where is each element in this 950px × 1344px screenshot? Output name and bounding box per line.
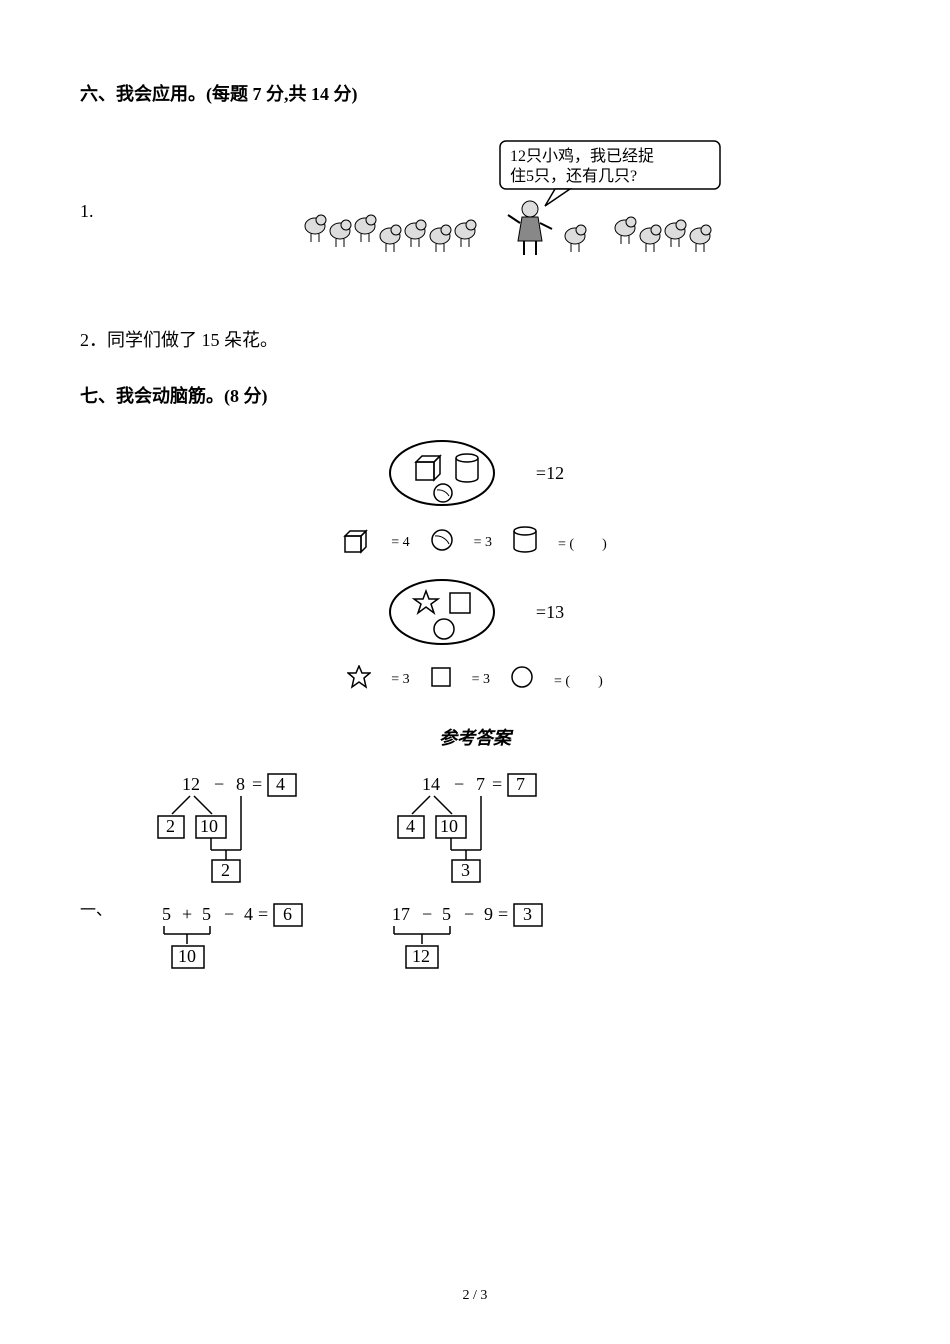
square-icon <box>430 666 452 693</box>
question-1: 1. 12只小鸡，我已经捉 住5只，还有几只? <box>80 136 870 286</box>
svg-text:4: 4 <box>406 816 415 836</box>
svg-text:=: = <box>258 904 268 924</box>
svg-text:3: 3 <box>461 860 470 880</box>
puzzle1-cube-eq: = 4 <box>391 535 409 551</box>
svg-text:=: = <box>498 904 508 924</box>
svg-text:17: 17 <box>392 904 410 924</box>
speech-line2: 住5只，还有几只? <box>510 167 637 185</box>
svg-text:5: 5 <box>202 904 211 924</box>
chicks-right-icon <box>615 217 711 252</box>
svg-text:=: = <box>492 774 502 794</box>
puzzle2-circle-eq: = ( ) <box>554 670 603 690</box>
svg-text:12: 12 <box>412 946 430 966</box>
svg-text:10: 10 <box>200 816 218 836</box>
puzzle2-total: =13 <box>536 602 564 623</box>
section6-heading: 六、我会应用。(每题 7 分,共 14 分) <box>80 80 870 106</box>
answer-block-1: 12 − 8 = 4 2 10 2 5 + 5 − 4 = <box>142 770 352 980</box>
svg-text:14: 14 <box>422 774 440 794</box>
svg-text:=: = <box>252 774 262 794</box>
puzzle2-star-eq: = 3 <box>391 672 409 688</box>
svg-text:2: 2 <box>166 816 175 836</box>
svg-text:−: − <box>422 904 432 924</box>
svg-text:−: − <box>224 904 234 924</box>
puzzle1-ball-eq: = 3 <box>474 535 492 551</box>
svg-text:5: 5 <box>162 904 171 924</box>
svg-text:6: 6 <box>283 904 292 924</box>
svg-text:3: 3 <box>523 904 532 924</box>
q1-illustration: 12只小鸡，我已经捉 住5只，还有几只? <box>120 136 870 286</box>
puzzle1-total: =12 <box>536 463 564 484</box>
puzzle2-square-eq: = 3 <box>472 672 490 688</box>
cube-icon <box>343 526 371 559</box>
ball-icon <box>430 528 454 557</box>
page-number: 2 / 3 <box>0 1288 950 1304</box>
svg-text:+: + <box>182 904 192 924</box>
puzzle1-oval-icon <box>386 438 516 508</box>
puzzle2-oval-icon <box>386 577 516 647</box>
brain-puzzle-1: =12 = 4 = 3 = ( ) <box>80 438 870 694</box>
speech-line1: 12只小鸡，我已经捉 <box>510 147 654 165</box>
svg-text:8: 8 <box>236 774 245 794</box>
svg-text:2: 2 <box>221 860 230 880</box>
svg-text:12: 12 <box>182 774 200 794</box>
star-icon <box>347 665 371 694</box>
svg-text:−: − <box>464 904 474 924</box>
svg-text:−: − <box>214 774 224 794</box>
svg-text:10: 10 <box>440 816 458 836</box>
cylinder-icon <box>512 526 538 559</box>
q1-number: 1. <box>80 201 120 222</box>
answer-heading: 参考答案 <box>80 724 870 750</box>
svg-text:7: 7 <box>476 774 485 794</box>
svg-text:7: 7 <box>516 774 525 794</box>
svg-text:−: − <box>454 774 464 794</box>
svg-text:5: 5 <box>442 904 451 924</box>
svg-text:9: 9 <box>484 904 493 924</box>
answer-label: 一、 <box>80 896 112 920</box>
svg-text:10: 10 <box>178 946 196 966</box>
chick-center-icon <box>565 225 586 252</box>
puzzle1-cyl-eq: = ( ) <box>558 533 607 553</box>
svg-text:4: 4 <box>244 904 253 924</box>
section7-heading: 七、我会动脑筋。(8 分) <box>80 382 870 408</box>
question-2: 2．同学们做了 15 朵花。 <box>80 326 870 352</box>
chicks-left-icon <box>305 215 476 252</box>
answer-section-1: 一、 12 − 8 = 4 2 10 2 5 + <box>80 770 870 980</box>
answer-block-2: 14 − 7 = 7 4 10 3 17 − 5 − 9 = 3 <box>382 770 592 980</box>
svg-text:4: 4 <box>276 774 285 794</box>
circle-icon <box>510 665 534 694</box>
girl-icon <box>508 201 552 255</box>
